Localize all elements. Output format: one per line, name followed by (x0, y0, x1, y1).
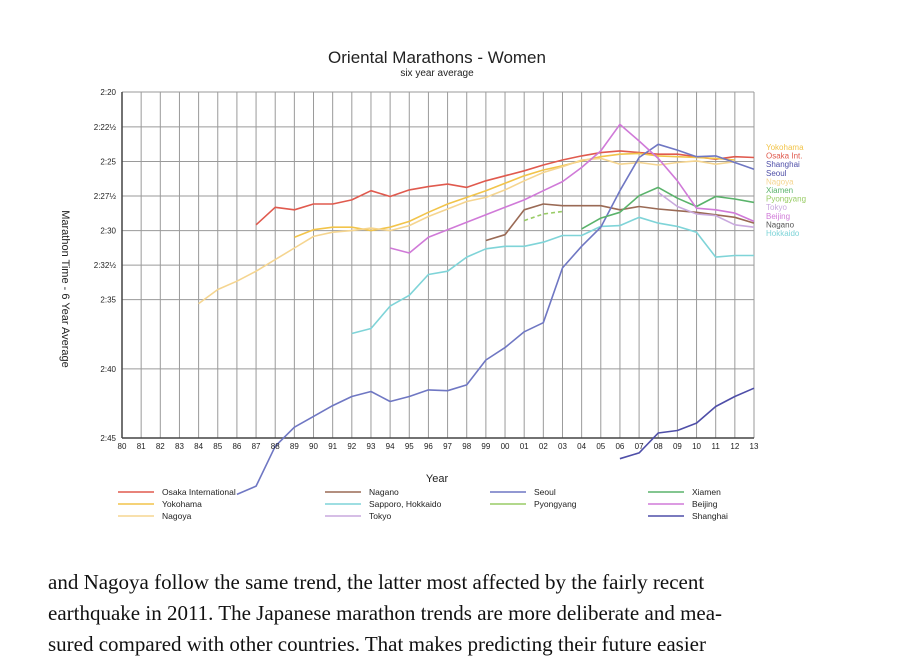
series-end-label: Tokyo (766, 203, 787, 212)
legend-label: Yokohama (162, 499, 202, 509)
x-tick-label: 95 (405, 442, 414, 451)
x-axis-label: Year (426, 473, 449, 485)
series-line (581, 186, 755, 230)
x-tick-label: 12 (730, 442, 739, 451)
legend: Osaka International Yokohama Nagoya Nagano S… (118, 487, 728, 521)
legend-label: Xiamen (692, 487, 721, 497)
series-line (389, 123, 755, 254)
legend-label: Sapporo, Hokkaido (369, 499, 442, 509)
x-tick-label: 01 (520, 442, 529, 451)
tick-labels: 80 81 82 83 84 85 86 87 88 89 90 91 92 93 94 95 96 97 98 99… (94, 88, 759, 451)
series-end-label: Nagano (766, 220, 795, 229)
grid (121, 91, 755, 439)
series-end-label: Pyongyang (766, 195, 806, 204)
y-tick-label: 2:20 (100, 88, 116, 97)
y-axis-label: Marathon Time - 6 Year Average (59, 210, 71, 368)
y-tick-label: 2:40 (100, 365, 116, 374)
y-tick-label: 2:32½ (94, 261, 117, 270)
chart-title: Oriental Marathons - Women (328, 48, 546, 67)
series-line (657, 191, 755, 228)
x-tick-label: 96 (424, 442, 433, 451)
series-line (236, 143, 755, 496)
x-tick-label: 88 (271, 442, 280, 451)
series-end-label: Osaka Int. (766, 152, 802, 161)
x-tick-label: 03 (558, 442, 567, 451)
x-tick-label: 09 (673, 442, 682, 451)
x-tick-label: 85 (213, 442, 222, 451)
series-end-label: Seoul (766, 169, 787, 178)
x-tick-label: 89 (290, 442, 299, 451)
series-lines (198, 123, 755, 496)
x-tick-label: 04 (577, 442, 586, 451)
series-line (255, 150, 755, 226)
y-tick-label: 2:45 (100, 434, 116, 443)
legend-label: Seoul (534, 487, 556, 497)
x-tick-label: 84 (194, 442, 203, 451)
x-tick-label: 02 (539, 442, 548, 451)
series-line (294, 152, 735, 238)
x-tick-label: 08 (654, 442, 663, 451)
y-tick-label: 2:35 (100, 296, 116, 305)
chart-svg: Oriental Marathons - Women six year aver… (59, 48, 806, 521)
series-line (198, 157, 735, 305)
x-tick-label: 80 (118, 442, 127, 451)
x-tick-label: 92 (347, 442, 356, 451)
legend-label: Beijing (692, 499, 718, 509)
body-line: earthquake in 2011. The Japanese maratho… (48, 601, 723, 625)
x-tick-label: 05 (596, 442, 605, 451)
chart-subtitle: six year average (400, 68, 474, 79)
series-line (619, 387, 755, 460)
series-end-label: Hokkaido (766, 229, 800, 238)
series-end-label: Shanghai (766, 160, 800, 169)
series-line (351, 216, 754, 335)
legend-label: Tokyo (369, 511, 391, 521)
x-tick-label: 00 (501, 442, 510, 451)
legend-label: Pyongyang (534, 499, 577, 509)
x-tick-label: 93 (367, 442, 376, 451)
y-tick-label: 2:27½ (94, 192, 117, 201)
series-end-label: Yokohama (766, 143, 804, 152)
x-tick-label: 94 (386, 442, 395, 451)
x-tick-label: 86 (232, 442, 241, 451)
y-tick-label: 2:25 (100, 157, 116, 166)
series-line (485, 203, 755, 242)
x-tick-label: 10 (692, 442, 701, 451)
series-end-label: Beijing (766, 212, 790, 221)
series-end-label: Nagoya (766, 177, 794, 186)
x-tick-label: 97 (443, 442, 452, 451)
x-tick-label: 90 (309, 442, 318, 451)
chart-figure: Oriental Marathons - Women six year aver… (40, 26, 840, 546)
legend-label: Nagano (369, 487, 399, 497)
y-tick-label: 2:22½ (94, 123, 117, 132)
x-tick-label: 07 (635, 442, 644, 451)
series-end-label: Xiamen (766, 186, 793, 195)
y-tick-label: 2:30 (100, 227, 116, 236)
x-tick-label: 81 (137, 442, 146, 451)
x-tick-label: 87 (252, 442, 261, 451)
x-tick-label: 91 (328, 442, 337, 451)
body-text: and Nagoya follow the same trend, the la… (48, 567, 848, 660)
x-tick-label: 82 (156, 442, 165, 451)
legend-label: Osaka International (162, 487, 236, 497)
body-line: and Nagoya follow the same trend, the la… (48, 570, 705, 594)
legend-label: Nagoya (162, 511, 192, 521)
x-tick-label: 99 (481, 442, 490, 451)
x-tick-label: 11 (712, 442, 721, 451)
x-tick-label: 13 (750, 442, 759, 451)
legend-label: Shanghai (692, 511, 728, 521)
x-tick-label: 98 (462, 442, 471, 451)
x-tick-label: 83 (175, 442, 184, 451)
body-line: sured compared with other countries. Tha… (48, 632, 706, 656)
x-tick-label: 06 (615, 442, 624, 451)
